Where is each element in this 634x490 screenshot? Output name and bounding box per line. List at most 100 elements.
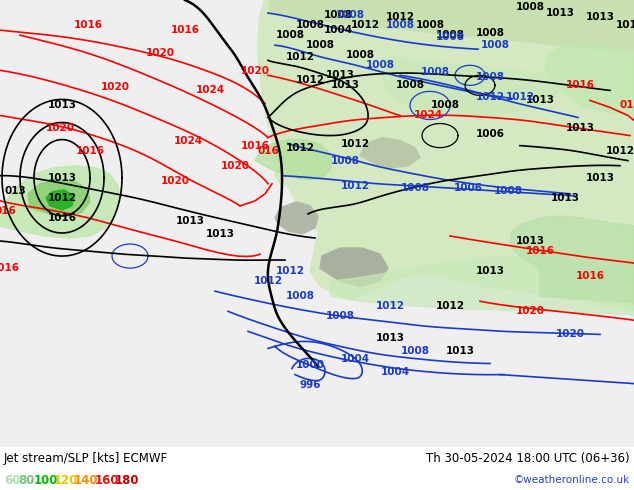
Polygon shape bbox=[268, 0, 634, 311]
Text: 1013: 1013 bbox=[526, 96, 555, 105]
Text: 1012: 1012 bbox=[375, 301, 404, 311]
Text: 1008: 1008 bbox=[365, 60, 394, 70]
Text: 013: 013 bbox=[4, 186, 26, 196]
Text: 1020: 1020 bbox=[555, 329, 585, 340]
Text: 1020: 1020 bbox=[46, 122, 75, 132]
Text: 1008: 1008 bbox=[385, 20, 415, 30]
Text: 1013: 1013 bbox=[616, 20, 634, 30]
Text: 1013: 1013 bbox=[586, 12, 614, 22]
Text: 1016: 1016 bbox=[48, 213, 77, 223]
Text: 1016: 1016 bbox=[576, 271, 604, 281]
Text: 60: 60 bbox=[4, 474, 20, 487]
Text: 1012: 1012 bbox=[340, 181, 370, 191]
Text: 1013: 1013 bbox=[545, 8, 574, 18]
Text: 1008: 1008 bbox=[401, 183, 429, 193]
Text: 1008: 1008 bbox=[436, 30, 465, 40]
Polygon shape bbox=[340, 0, 634, 205]
Polygon shape bbox=[285, 168, 312, 201]
Text: 016: 016 bbox=[0, 206, 16, 216]
Text: 1008: 1008 bbox=[325, 311, 354, 321]
Text: 1008: 1008 bbox=[306, 40, 335, 50]
Text: 1008: 1008 bbox=[476, 28, 505, 38]
Text: 1006: 1006 bbox=[476, 128, 505, 139]
Text: 1013: 1013 bbox=[476, 266, 505, 276]
Text: 1016: 1016 bbox=[240, 141, 269, 150]
Text: 1012: 1012 bbox=[340, 139, 370, 148]
Text: 180: 180 bbox=[115, 474, 139, 487]
Polygon shape bbox=[275, 202, 318, 234]
Text: 1013: 1013 bbox=[515, 236, 545, 246]
Text: 1013: 1013 bbox=[48, 100, 77, 110]
Text: 1016: 1016 bbox=[0, 263, 20, 273]
Text: 1012: 1012 bbox=[48, 193, 77, 203]
Text: 1013: 1013 bbox=[205, 229, 235, 239]
Text: 1008: 1008 bbox=[276, 30, 304, 40]
Text: 1013: 1013 bbox=[176, 216, 205, 226]
Polygon shape bbox=[382, 55, 560, 116]
Text: 1020: 1020 bbox=[145, 48, 174, 58]
Text: 1008: 1008 bbox=[285, 291, 314, 301]
Text: 1012: 1012 bbox=[351, 20, 380, 30]
Polygon shape bbox=[360, 138, 420, 168]
Polygon shape bbox=[46, 190, 74, 210]
Text: 1024: 1024 bbox=[413, 110, 443, 121]
Polygon shape bbox=[258, 0, 332, 144]
Polygon shape bbox=[330, 258, 634, 317]
Text: 1020: 1020 bbox=[515, 306, 545, 317]
Text: 1012: 1012 bbox=[285, 143, 314, 152]
Text: 1024: 1024 bbox=[174, 136, 202, 146]
Polygon shape bbox=[0, 166, 120, 238]
Text: 1008: 1008 bbox=[420, 67, 450, 77]
Text: 1008: 1008 bbox=[330, 156, 359, 166]
Polygon shape bbox=[255, 140, 332, 180]
Text: 1008: 1008 bbox=[335, 10, 365, 20]
Text: 1012: 1012 bbox=[436, 301, 465, 311]
Text: 1008: 1008 bbox=[323, 10, 353, 20]
Text: 1024: 1024 bbox=[195, 85, 224, 96]
Text: 1012: 1012 bbox=[254, 276, 283, 286]
Text: 1020: 1020 bbox=[101, 82, 129, 93]
Polygon shape bbox=[545, 45, 634, 116]
Polygon shape bbox=[320, 248, 388, 286]
Text: 1012: 1012 bbox=[276, 266, 304, 276]
Text: 1008: 1008 bbox=[295, 20, 325, 30]
Text: 1013: 1013 bbox=[586, 173, 614, 183]
Text: 80: 80 bbox=[18, 474, 35, 487]
Text: Th 30-05-2024 18:00 UTC (06+36): Th 30-05-2024 18:00 UTC (06+36) bbox=[427, 452, 630, 465]
Text: 1016: 1016 bbox=[566, 80, 595, 90]
Text: 1012: 1012 bbox=[295, 75, 325, 85]
Text: 1016: 1016 bbox=[526, 246, 555, 256]
Text: 1013: 1013 bbox=[550, 193, 579, 203]
Text: 1013: 1013 bbox=[446, 346, 474, 357]
Text: 1020: 1020 bbox=[221, 161, 250, 171]
Text: Jet stream/SLP [kts] ECMWF: Jet stream/SLP [kts] ECMWF bbox=[4, 452, 168, 465]
Text: 1004: 1004 bbox=[323, 25, 353, 35]
Text: 1008: 1008 bbox=[493, 186, 522, 196]
Text: 1000: 1000 bbox=[295, 360, 325, 369]
Text: 1020: 1020 bbox=[160, 176, 190, 186]
Text: 1012: 1012 bbox=[385, 12, 415, 22]
Text: 1013: 1013 bbox=[325, 71, 354, 80]
Text: 1013: 1013 bbox=[566, 122, 595, 132]
Text: 100: 100 bbox=[33, 474, 58, 487]
Polygon shape bbox=[274, 170, 288, 186]
Text: 1008: 1008 bbox=[476, 73, 505, 82]
Text: 1008: 1008 bbox=[415, 20, 444, 30]
Text: 1008: 1008 bbox=[346, 50, 375, 60]
Text: 1016: 1016 bbox=[75, 146, 105, 156]
Text: 1008: 1008 bbox=[401, 346, 429, 357]
Text: 016: 016 bbox=[619, 100, 634, 110]
Text: 120: 120 bbox=[54, 474, 78, 487]
Text: 1008: 1008 bbox=[481, 40, 510, 50]
Text: 1008: 1008 bbox=[436, 32, 465, 42]
Text: 1013: 1013 bbox=[375, 333, 404, 343]
Text: 1016: 1016 bbox=[171, 25, 200, 35]
Text: 1008: 1008 bbox=[430, 100, 460, 110]
Text: 1012: 1012 bbox=[285, 52, 314, 62]
Text: 1008: 1008 bbox=[515, 2, 545, 12]
Text: 160: 160 bbox=[94, 474, 119, 487]
Text: 1006: 1006 bbox=[453, 183, 482, 193]
Text: 1012: 1012 bbox=[505, 93, 534, 102]
Text: 1004: 1004 bbox=[340, 353, 370, 364]
Text: 1008: 1008 bbox=[396, 80, 425, 90]
